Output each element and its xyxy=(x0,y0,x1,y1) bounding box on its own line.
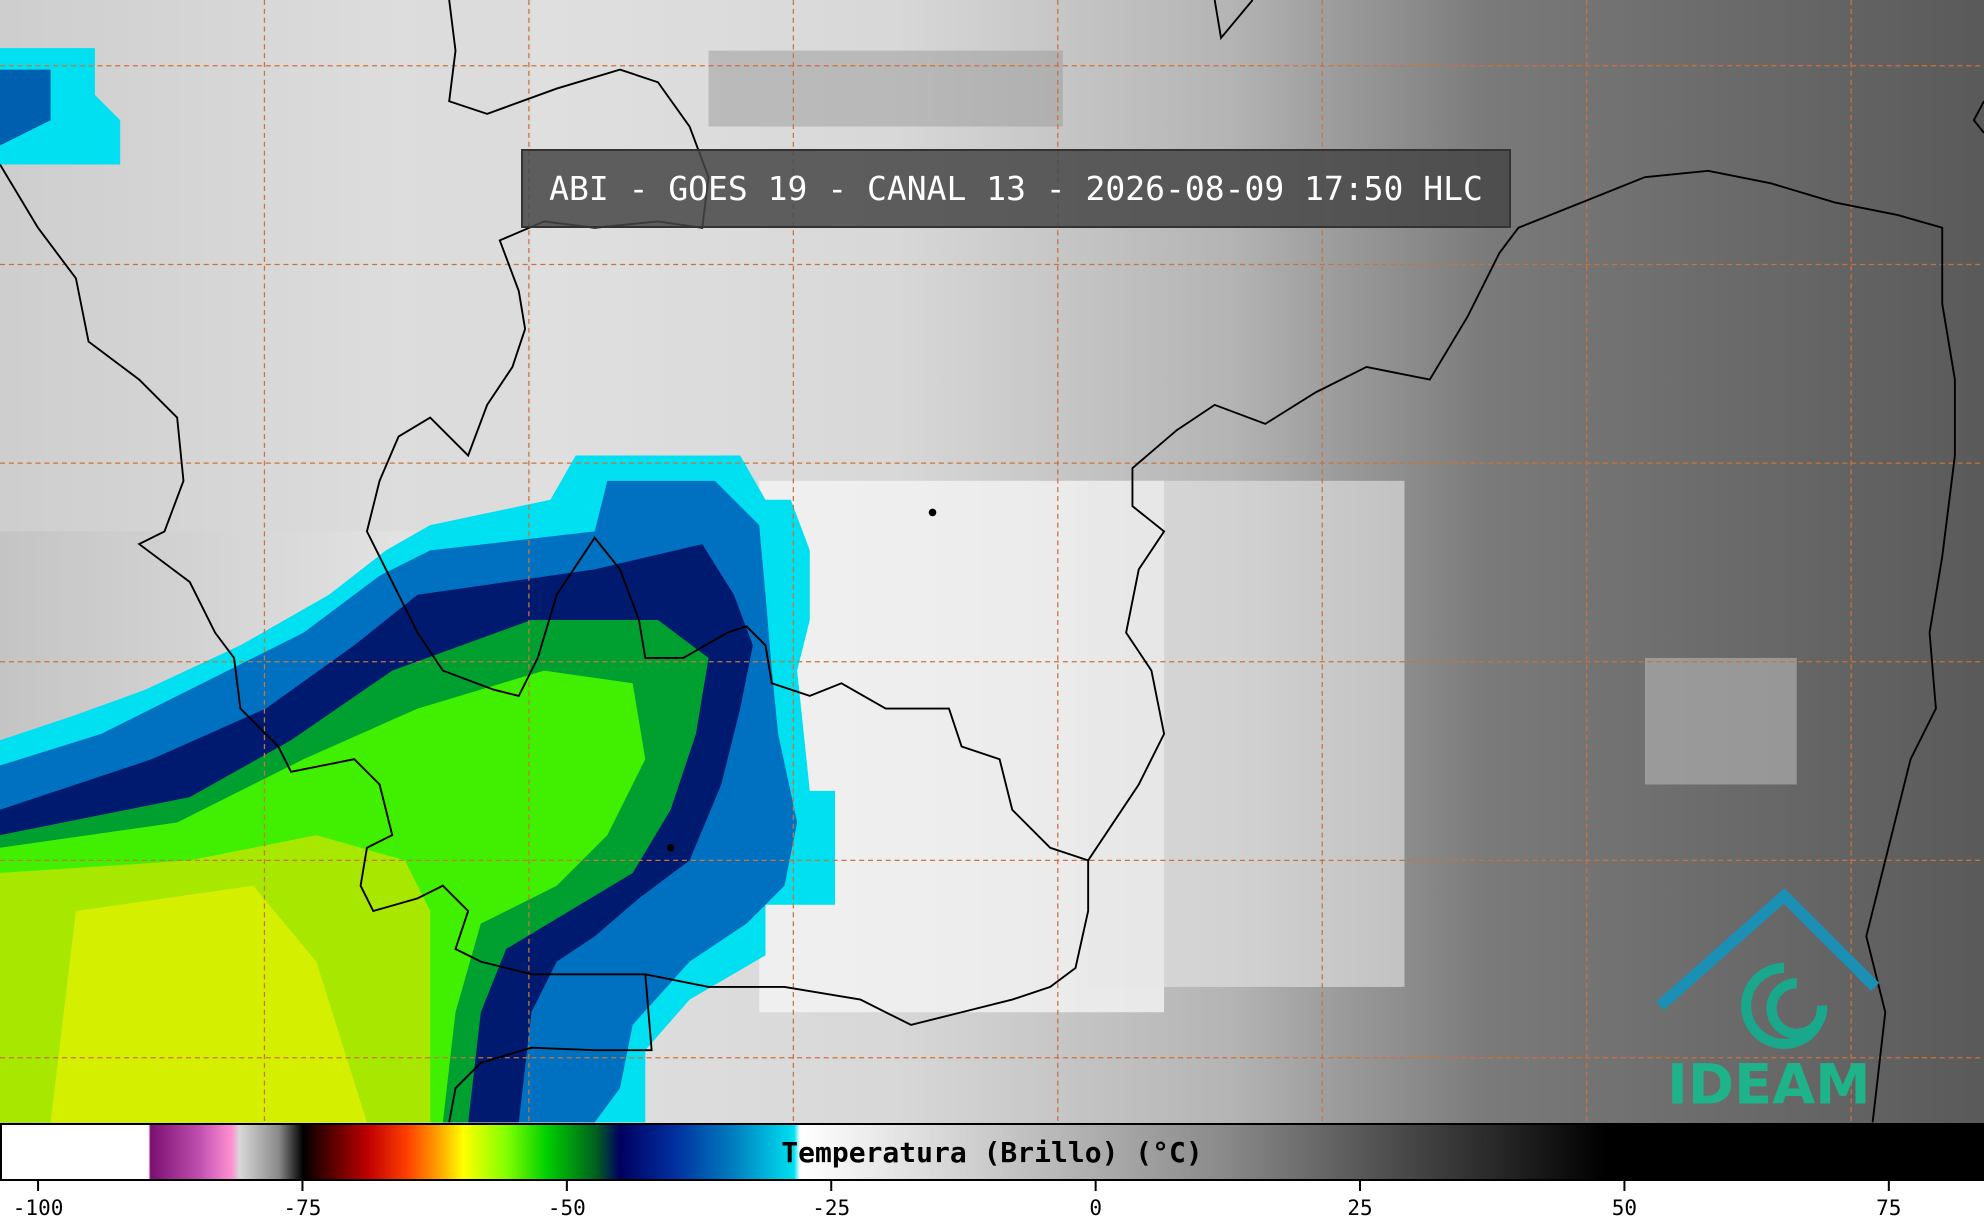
cold-cloud xyxy=(0,69,51,146)
tick-label: 50 xyxy=(1612,1196,1637,1220)
colorbar-axis: -100 -75 -50 -25 0 25 50 75 xyxy=(13,1181,1901,1220)
title: ABI - GOES 19 - CANAL 13 - 2026-08-09 17… xyxy=(521,149,1511,228)
logo: IDEAM xyxy=(1656,888,1880,1117)
city-marker xyxy=(928,508,937,517)
cloud-field xyxy=(708,50,1063,127)
cold-cloud xyxy=(50,885,367,1123)
cloud-field xyxy=(1644,657,1797,785)
logo-text: IDEAM xyxy=(1667,1052,1870,1117)
colorbar-label: Temperatura (Brillo) (°C) xyxy=(781,1135,1203,1169)
colorbar xyxy=(0,1123,1984,1181)
tick-label: 0 xyxy=(1089,1196,1102,1220)
cloud-field xyxy=(1088,480,1405,987)
tick-label: -50 xyxy=(548,1196,586,1220)
tick-label: 75 xyxy=(1876,1196,1901,1220)
city-marker xyxy=(666,843,675,852)
tick-label: 25 xyxy=(1347,1196,1372,1220)
tick-label: -75 xyxy=(283,1196,321,1220)
tick-label: -25 xyxy=(812,1196,850,1220)
borders xyxy=(0,0,1984,1123)
tick-label: -100 xyxy=(13,1196,64,1220)
